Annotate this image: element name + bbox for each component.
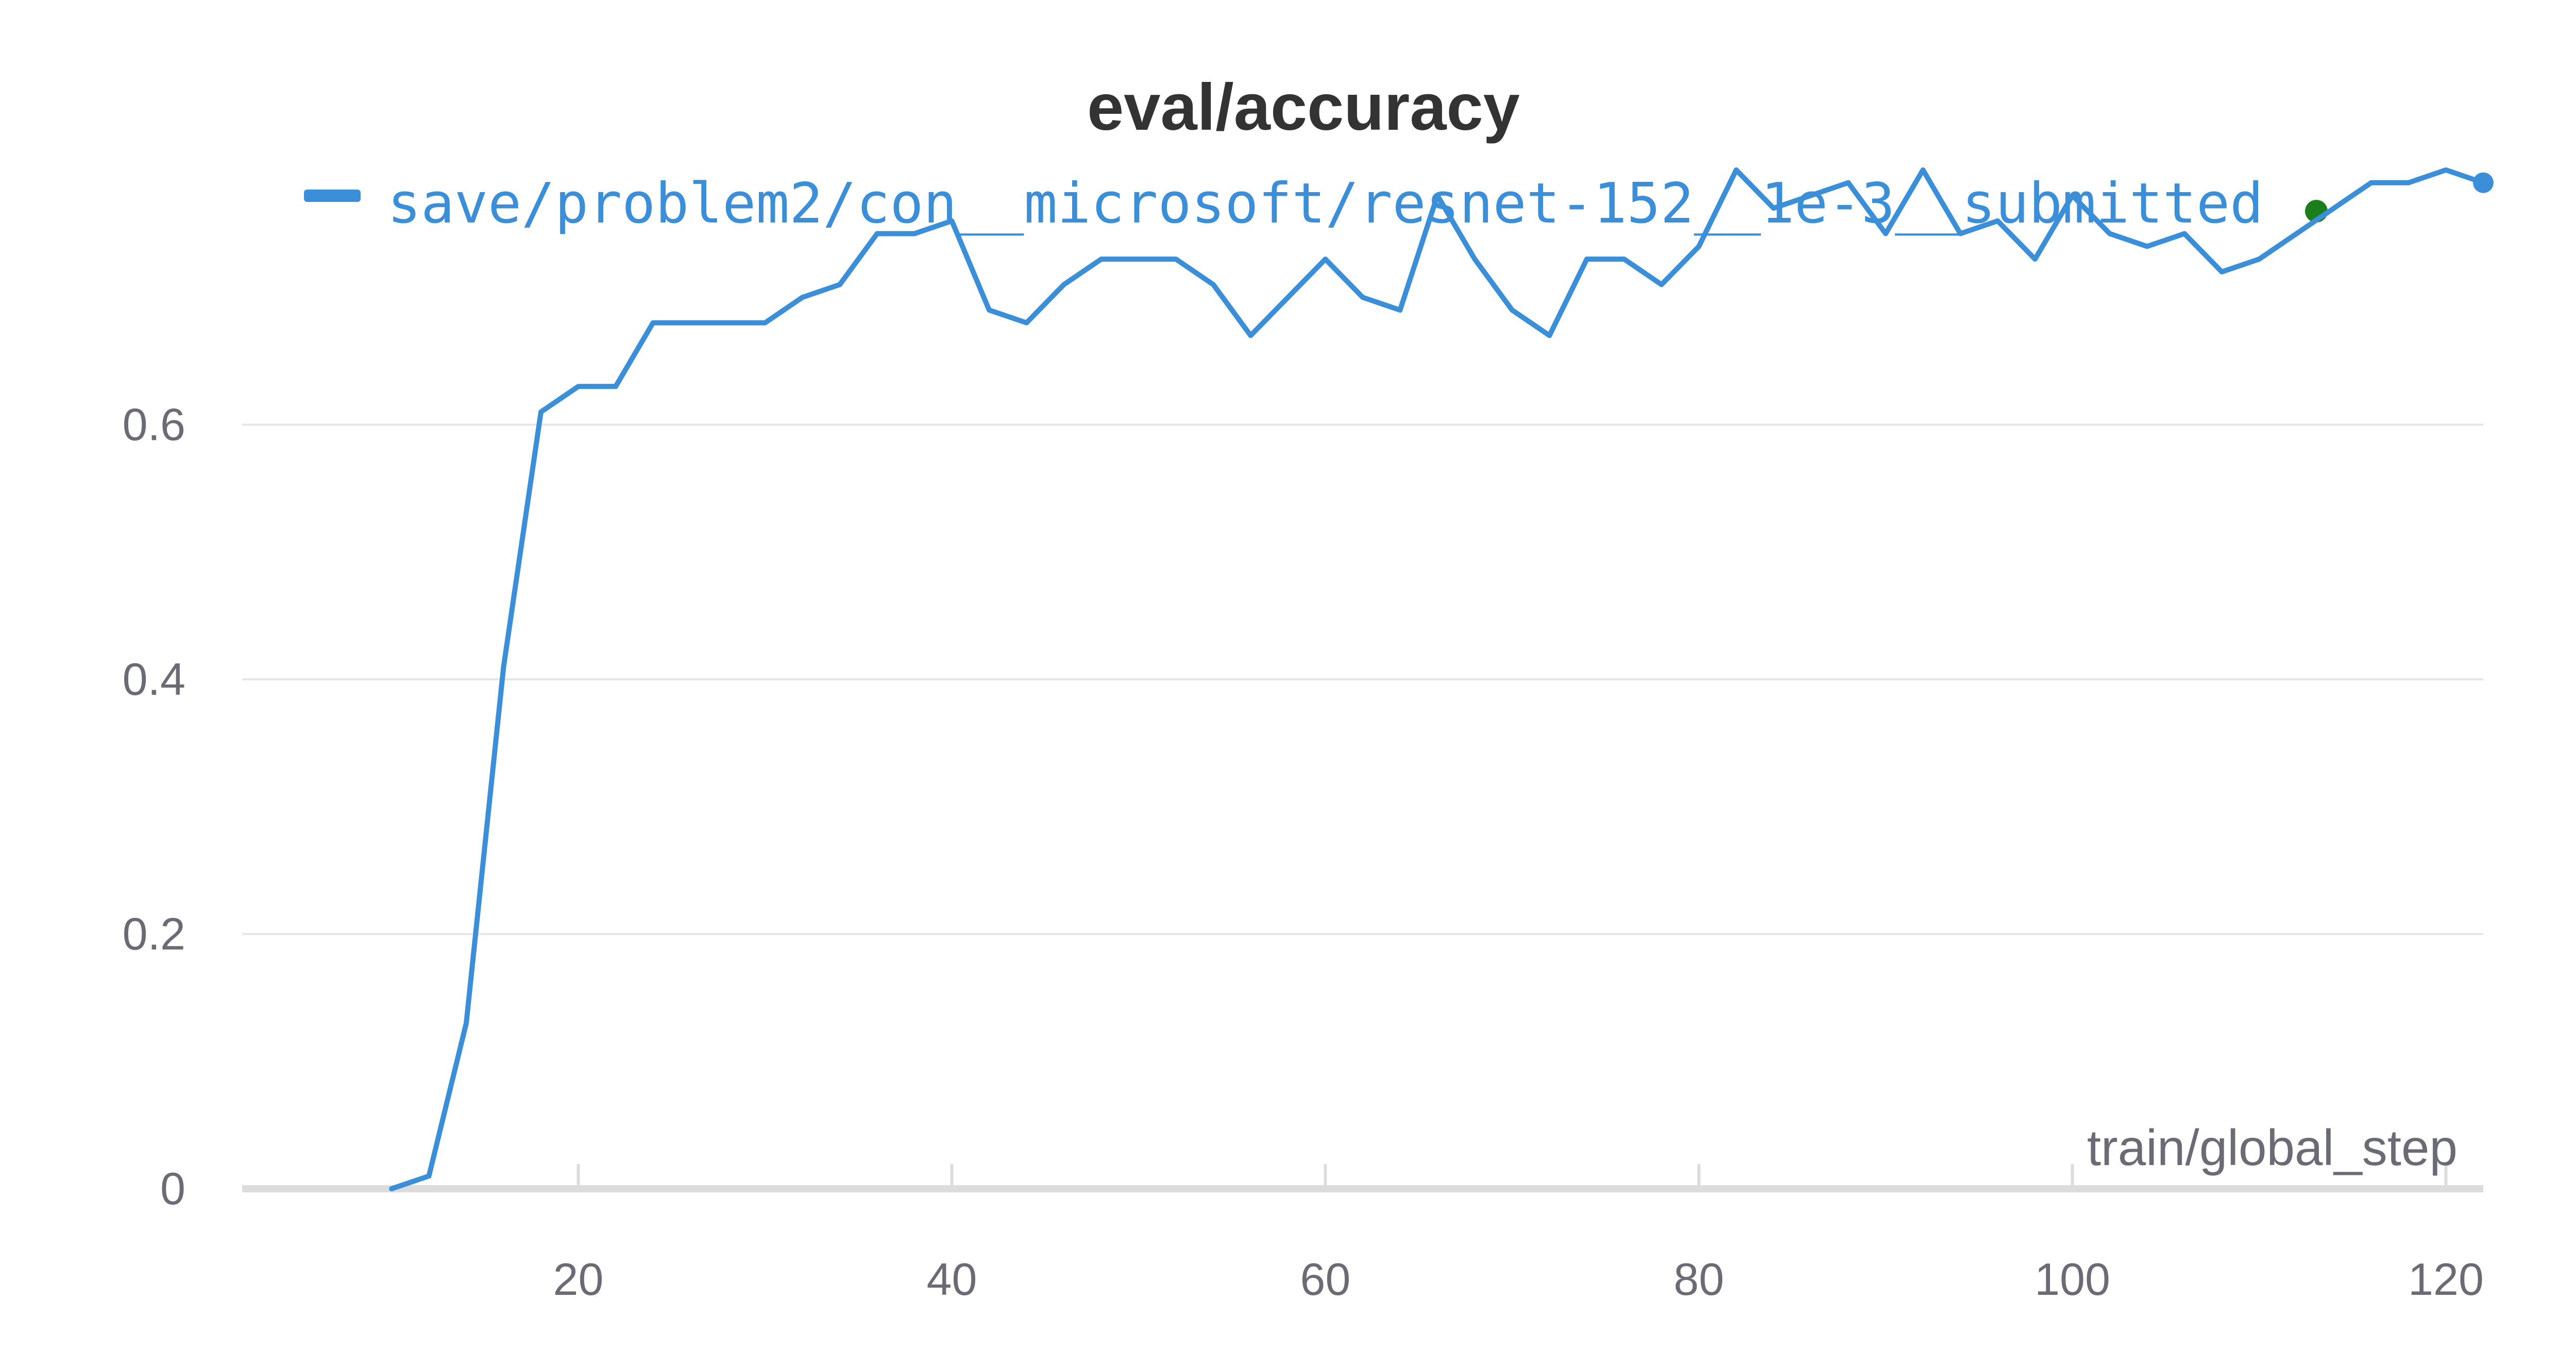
x-tick-label: 100 <box>2035 1254 2110 1305</box>
chart-title: eval/accuracy <box>1087 71 1520 144</box>
data-point[interactable] <box>725 320 731 326</box>
data-point[interactable] <box>1136 256 1142 262</box>
data-point[interactable] <box>1397 307 1403 313</box>
data-point[interactable] <box>1323 256 1329 262</box>
data-point[interactable] <box>1920 167 1926 173</box>
data-point[interactable] <box>2294 231 2300 237</box>
y-tick-label: 0.2 <box>123 909 185 960</box>
series-line[interactable] <box>389 167 2486 1191</box>
x-tick-label: 60 <box>1300 1254 1351 1305</box>
data-point[interactable] <box>911 231 918 237</box>
x-tick-label: 120 <box>2408 1254 2484 1305</box>
data-point[interactable] <box>1061 282 1067 288</box>
data-point[interactable] <box>463 1020 469 1027</box>
y-tick-label: 0.6 <box>123 399 185 450</box>
data-point[interactable] <box>837 282 843 288</box>
data-point[interactable] <box>1808 192 1814 198</box>
legend[interactable]: save/problem2/con__microsoft/resnet-152_… <box>304 172 2328 236</box>
data-point[interactable] <box>2070 192 2076 198</box>
data-point[interactable] <box>1173 256 1179 262</box>
data-point[interactable] <box>538 409 544 415</box>
data-point[interactable] <box>2032 256 2038 262</box>
series-group[interactable] <box>388 167 2494 1192</box>
data-point[interactable] <box>1621 256 1628 262</box>
x-axis-label: train/global_step <box>2087 1119 2458 1176</box>
x-tick-label: 40 <box>927 1254 977 1305</box>
data-point[interactable] <box>1285 294 1291 300</box>
x-tick-label: 80 <box>1674 1254 1724 1305</box>
data-point[interactable] <box>426 1173 432 1179</box>
data-point[interactable] <box>986 307 992 313</box>
data-point[interactable] <box>1360 294 1366 300</box>
data-point[interactable] <box>1584 256 1590 262</box>
data-point[interactable] <box>2219 269 2225 275</box>
data-point[interactable] <box>800 294 806 300</box>
x-tick-label: 20 <box>553 1254 604 1305</box>
data-point[interactable] <box>1883 231 1889 237</box>
data-point[interactable] <box>1098 256 1105 262</box>
data-point[interactable] <box>1434 192 1440 198</box>
y-tick-labels: 0 0.2 0.4 0.6 <box>123 399 185 1215</box>
data-point[interactable] <box>1771 205 1777 211</box>
legend-series-label: save/problem2/con__microsoft/resnet-152_… <box>387 172 2263 236</box>
data-point[interactable] <box>1733 167 1739 173</box>
last-point-marker <box>2473 172 2494 193</box>
data-point[interactable] <box>2368 180 2375 186</box>
data-point[interactable] <box>1696 243 1702 249</box>
legend-swatch <box>304 190 361 202</box>
data-point[interactable] <box>1658 282 1665 288</box>
y-tick-label: 0 <box>160 1163 185 1214</box>
data-point[interactable] <box>388 1186 395 1192</box>
data-point[interactable] <box>1509 307 1515 313</box>
data-point[interactable] <box>2144 243 2150 249</box>
data-point[interactable] <box>1472 256 1478 262</box>
data-point[interactable] <box>1547 332 1553 338</box>
data-point[interactable] <box>1210 282 1216 288</box>
data-point[interactable] <box>650 320 656 326</box>
x-ticks: 20 40 60 80 100 120 <box>553 1164 2484 1305</box>
data-point[interactable] <box>2256 256 2262 262</box>
data-point[interactable] <box>1248 332 1254 338</box>
y-tick-label: 0.4 <box>123 654 185 705</box>
data-point[interactable] <box>2107 231 2113 237</box>
data-point[interactable] <box>2443 167 2449 173</box>
data-point[interactable] <box>1957 231 1963 237</box>
data-point[interactable] <box>874 231 880 237</box>
data-point[interactable] <box>613 383 619 389</box>
data-point[interactable] <box>762 320 768 326</box>
data-point[interactable] <box>1845 180 1852 186</box>
data-point[interactable] <box>501 663 507 670</box>
data-point[interactable] <box>2405 180 2412 186</box>
y-gridlines <box>242 423 2483 935</box>
data-point[interactable] <box>1024 320 1030 326</box>
data-point[interactable] <box>2331 205 2337 211</box>
data-point[interactable] <box>949 218 955 224</box>
data-point[interactable] <box>1995 218 2001 224</box>
data-point[interactable] <box>687 320 693 326</box>
data-point[interactable] <box>575 383 582 389</box>
data-point[interactable] <box>2181 231 2188 237</box>
